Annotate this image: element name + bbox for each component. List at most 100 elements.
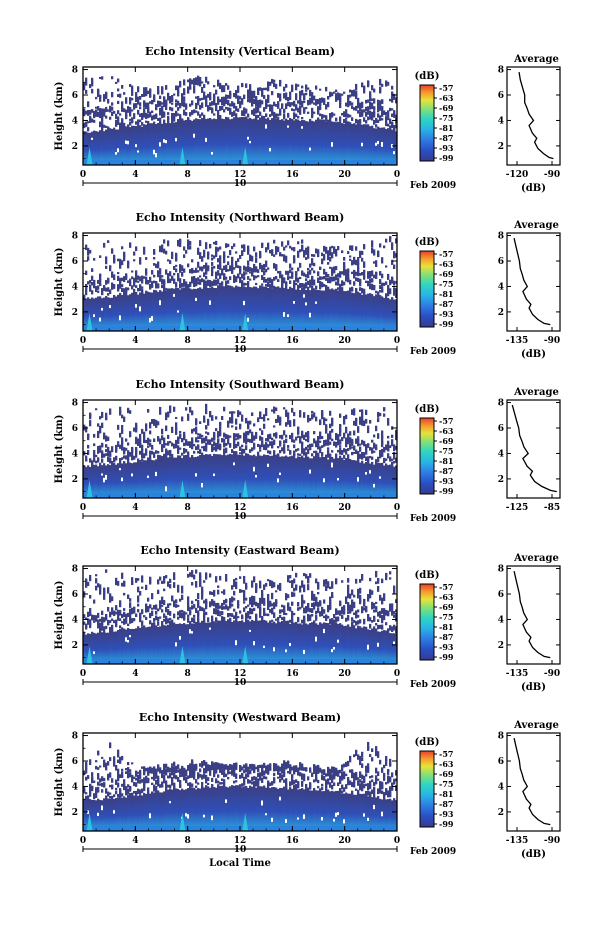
echo-speckle xyxy=(341,283,344,287)
echo-speckle-upper xyxy=(89,759,92,766)
echo-speckle xyxy=(377,619,380,622)
echo-layer-cell xyxy=(307,289,310,331)
echo-speckle-upper xyxy=(101,76,104,80)
echo-layer-cell xyxy=(209,454,212,498)
echo-layer-cell xyxy=(161,624,164,664)
echo-speckle xyxy=(97,786,100,792)
echo-speckle xyxy=(313,602,316,607)
echo-layer-cell xyxy=(287,456,290,498)
echo-speckle xyxy=(159,274,162,281)
echo-speckle-upper xyxy=(187,596,190,604)
echo-speckle-upper xyxy=(245,763,248,772)
echo-speckle-upper xyxy=(253,246,256,252)
echo-speckle xyxy=(315,443,318,448)
echo-speckle xyxy=(271,437,274,441)
echo-speckle-upper xyxy=(229,764,232,770)
echo-speckle xyxy=(375,606,378,611)
echo-speckle xyxy=(371,620,374,623)
echo-speckle-upper xyxy=(129,769,132,773)
echo-speckle xyxy=(257,451,260,456)
echo-speckle xyxy=(205,774,208,778)
echo-speckle-upper xyxy=(101,411,104,418)
echo-layer-cell xyxy=(211,787,214,831)
echo-speckle xyxy=(207,782,210,786)
echo-speckle-upper xyxy=(295,436,298,441)
echo-layer-cell xyxy=(105,632,108,664)
echo-speckle-upper xyxy=(251,431,254,440)
echo-speckle-upper xyxy=(313,431,316,435)
echo-layer-cell xyxy=(119,628,122,664)
echo-speckle xyxy=(97,776,100,780)
echo-speckle xyxy=(365,280,368,284)
echo-speckle xyxy=(183,109,186,116)
echo-speckle-upper xyxy=(117,749,120,758)
echo-layer-cell xyxy=(295,787,298,831)
echo-speckle xyxy=(165,768,168,773)
echo-speckle xyxy=(103,777,106,782)
echo-speckle xyxy=(165,786,168,790)
echo-speckle xyxy=(357,442,360,447)
echo-speckle-upper xyxy=(293,587,296,592)
echo-speckle xyxy=(375,290,378,294)
echo-speckle xyxy=(279,441,282,447)
echo-gap xyxy=(179,636,182,640)
echo-speckle-upper xyxy=(179,768,182,775)
echo-speckle xyxy=(377,294,380,297)
echo-speckle-upper xyxy=(391,603,394,611)
echo-gap xyxy=(99,317,102,322)
echo-speckle xyxy=(131,792,134,796)
echo-speckle-upper xyxy=(195,569,198,574)
echo-speckle-upper xyxy=(113,254,116,262)
x-tick-label: 8 xyxy=(185,170,191,180)
x-tick-label: 0 xyxy=(394,503,400,513)
echo-layer-cell xyxy=(287,620,290,664)
echo-speckle xyxy=(179,117,182,122)
echo-layer-cell xyxy=(283,287,286,331)
echo-speckle-upper xyxy=(129,97,132,105)
echo-speckle-upper xyxy=(311,593,314,598)
echo-speckle-upper xyxy=(313,412,316,418)
echo-speckle xyxy=(367,116,370,121)
echo-speckle xyxy=(171,107,174,112)
echo-speckle xyxy=(177,616,180,620)
echo-speckle xyxy=(273,264,276,269)
echo-speckle xyxy=(289,450,292,455)
echo-layer-cell xyxy=(115,798,118,831)
echo-speckle-upper xyxy=(161,428,164,435)
echo-speckle-upper xyxy=(161,435,164,441)
echo-speckle xyxy=(189,607,192,610)
echo-speckle-upper xyxy=(277,415,280,423)
echo-speckle xyxy=(117,116,120,121)
echo-speckle xyxy=(279,108,282,113)
echo-speckle-upper xyxy=(271,592,274,600)
colorbar-unit: (dB) xyxy=(415,71,440,82)
echo-speckle xyxy=(347,611,350,614)
echo-speckle-upper xyxy=(97,751,100,756)
echo-gap xyxy=(115,152,118,155)
echo-speckle xyxy=(265,769,268,774)
echo-speckle xyxy=(145,279,148,285)
x-tick-label: 4 xyxy=(132,336,138,346)
echo-speckle-upper xyxy=(271,409,274,412)
echo-layer-cell xyxy=(273,621,276,664)
echo-speckle xyxy=(129,612,132,616)
echo-speckle-upper xyxy=(269,579,272,587)
echo-speckle xyxy=(349,443,352,449)
echo-layer-cell xyxy=(325,121,328,165)
echo-speckle xyxy=(83,112,86,117)
echo-layer-cell xyxy=(129,294,132,331)
colorbar-tick-label: -57 xyxy=(439,83,453,93)
echo-layer-cell xyxy=(251,287,254,331)
echo-speckle xyxy=(297,781,300,786)
echo-layer-cell xyxy=(351,292,354,331)
echo-layer-cell xyxy=(125,797,128,831)
echo-layer-cell xyxy=(151,460,154,498)
echo-speckle-upper xyxy=(339,424,342,433)
echo-speckle-upper xyxy=(371,98,374,101)
echo-speckle xyxy=(233,102,236,109)
echo-layer-cell xyxy=(199,788,202,831)
echo-speckle xyxy=(299,276,302,280)
echo-speckle xyxy=(205,785,208,789)
echo-layer-cell xyxy=(171,789,174,831)
echo-layer-cell xyxy=(353,293,356,331)
